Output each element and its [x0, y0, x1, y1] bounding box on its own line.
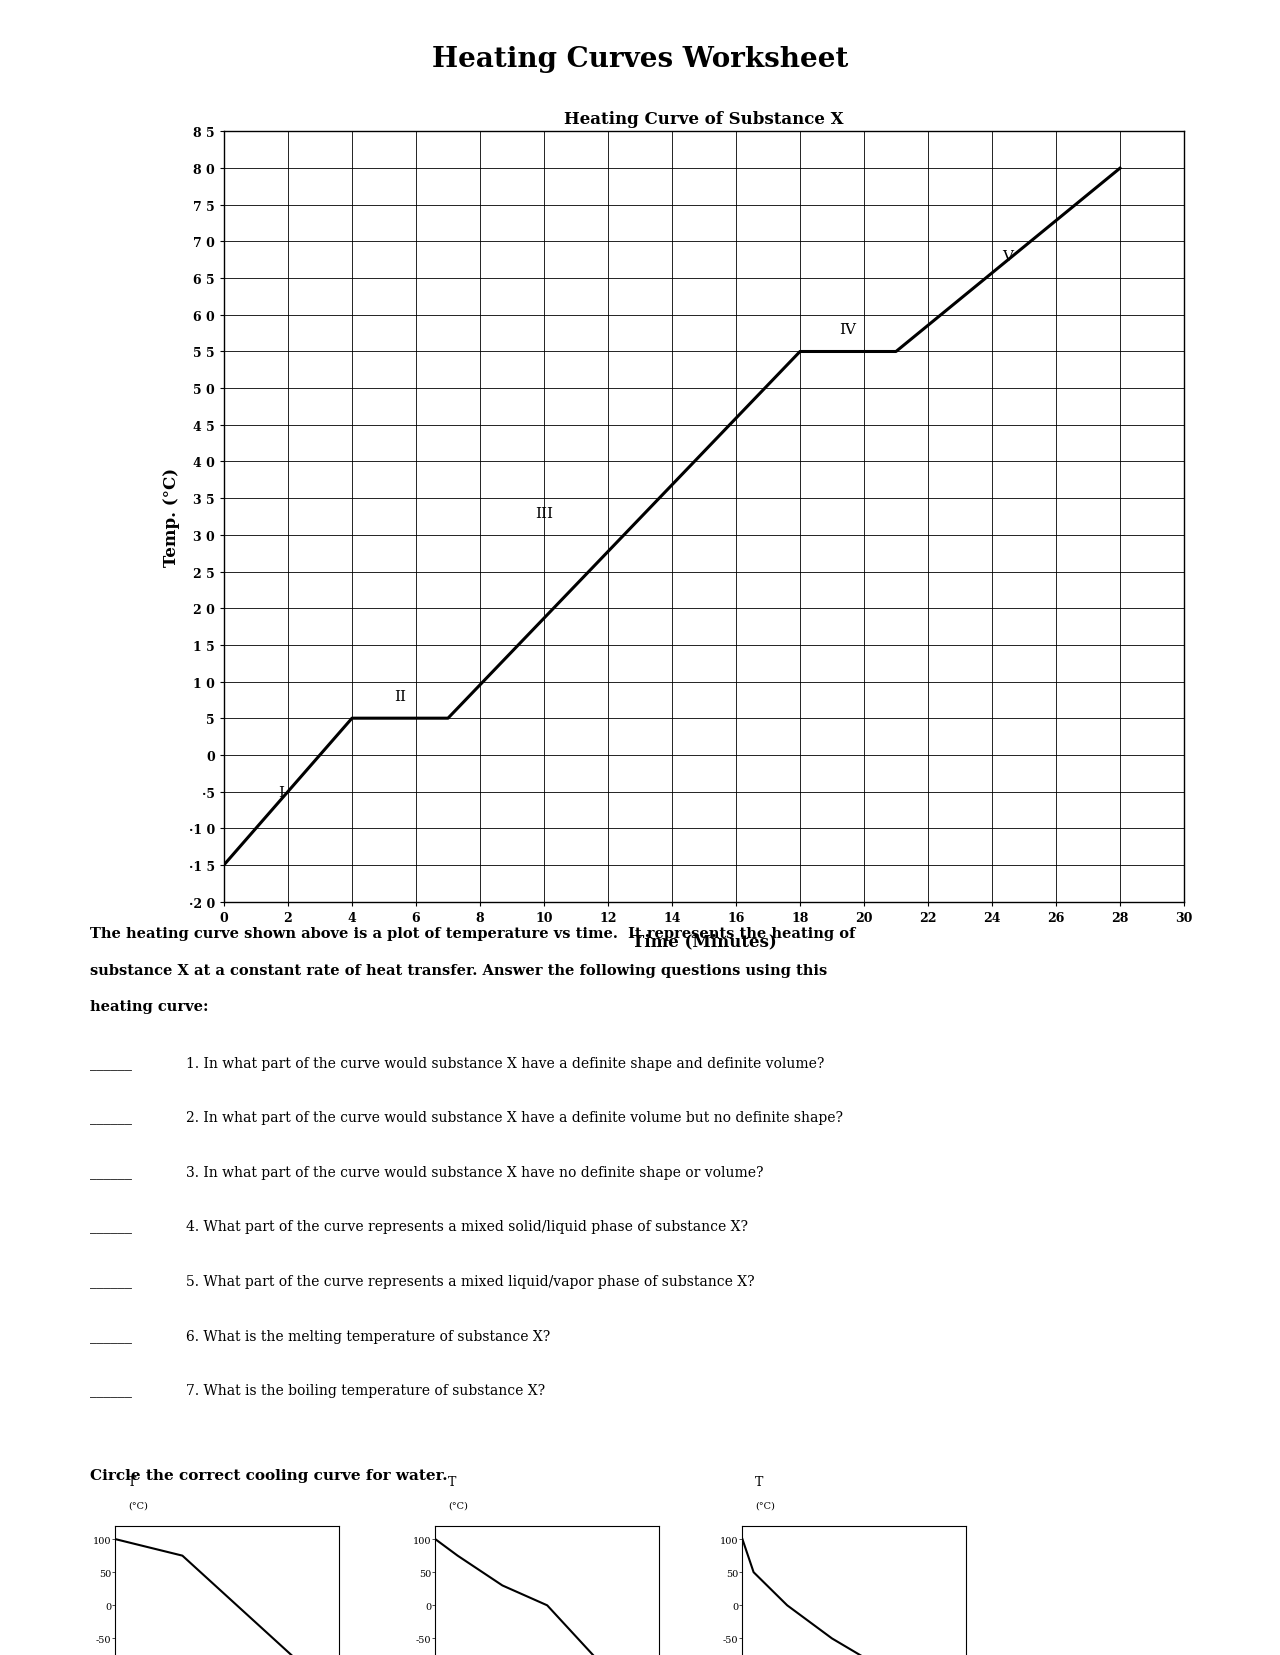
Text: 7. What is the boiling temperature of substance X?: 7. What is the boiling temperature of su…: [186, 1384, 545, 1397]
Text: 1. In what part of the curve would substance X have a definite shape and definit: 1. In what part of the curve would subst…: [186, 1056, 824, 1069]
Text: T: T: [755, 1475, 764, 1488]
Text: T: T: [128, 1475, 137, 1488]
Text: V: V: [1002, 250, 1014, 265]
X-axis label: Time (Minutes): Time (Minutes): [631, 932, 777, 950]
Text: ______: ______: [90, 1056, 132, 1069]
Text: IV: IV: [840, 323, 856, 338]
Text: substance X at a constant rate of heat transfer. Answer the following questions : substance X at a constant rate of heat t…: [90, 963, 827, 976]
Text: ______: ______: [90, 1384, 132, 1397]
Text: Circle the correct cooling curve for water.: Circle the correct cooling curve for wat…: [90, 1468, 447, 1481]
Text: I: I: [279, 784, 284, 799]
Text: T: T: [448, 1475, 457, 1488]
Title: Heating Curve of Substance X: Heating Curve of Substance X: [564, 111, 844, 127]
Text: (°C): (°C): [448, 1501, 468, 1509]
Text: 4. What part of the curve represents a mixed solid/liquid phase of substance X?: 4. What part of the curve represents a m…: [186, 1220, 748, 1233]
Text: heating curve:: heating curve:: [90, 1000, 209, 1013]
Y-axis label: Temp. (°C): Temp. (°C): [164, 468, 180, 566]
Text: ______: ______: [90, 1111, 132, 1124]
Text: (°C): (°C): [755, 1501, 776, 1509]
Text: ______: ______: [90, 1329, 132, 1342]
Text: ______: ______: [90, 1220, 132, 1233]
Text: Heating Curves Worksheet: Heating Curves Worksheet: [431, 46, 849, 73]
Text: ______: ______: [90, 1274, 132, 1288]
Text: 5. What part of the curve represents a mixed liquid/vapor phase of substance X?: 5. What part of the curve represents a m…: [186, 1274, 754, 1288]
Text: 3. In what part of the curve would substance X have no definite shape or volume?: 3. In what part of the curve would subst…: [186, 1165, 763, 1178]
Text: (°C): (°C): [128, 1501, 148, 1509]
Text: The heating curve shown above is a plot of temperature vs time.  It represents t: The heating curve shown above is a plot …: [90, 927, 855, 940]
Text: 6. What is the melting temperature of substance X?: 6. What is the melting temperature of su…: [186, 1329, 550, 1342]
Text: III: III: [535, 506, 553, 521]
Text: ______: ______: [90, 1165, 132, 1178]
Text: II: II: [394, 690, 406, 703]
Text: 2. In what part of the curve would substance X have a definite volume but no def: 2. In what part of the curve would subst…: [186, 1111, 842, 1124]
